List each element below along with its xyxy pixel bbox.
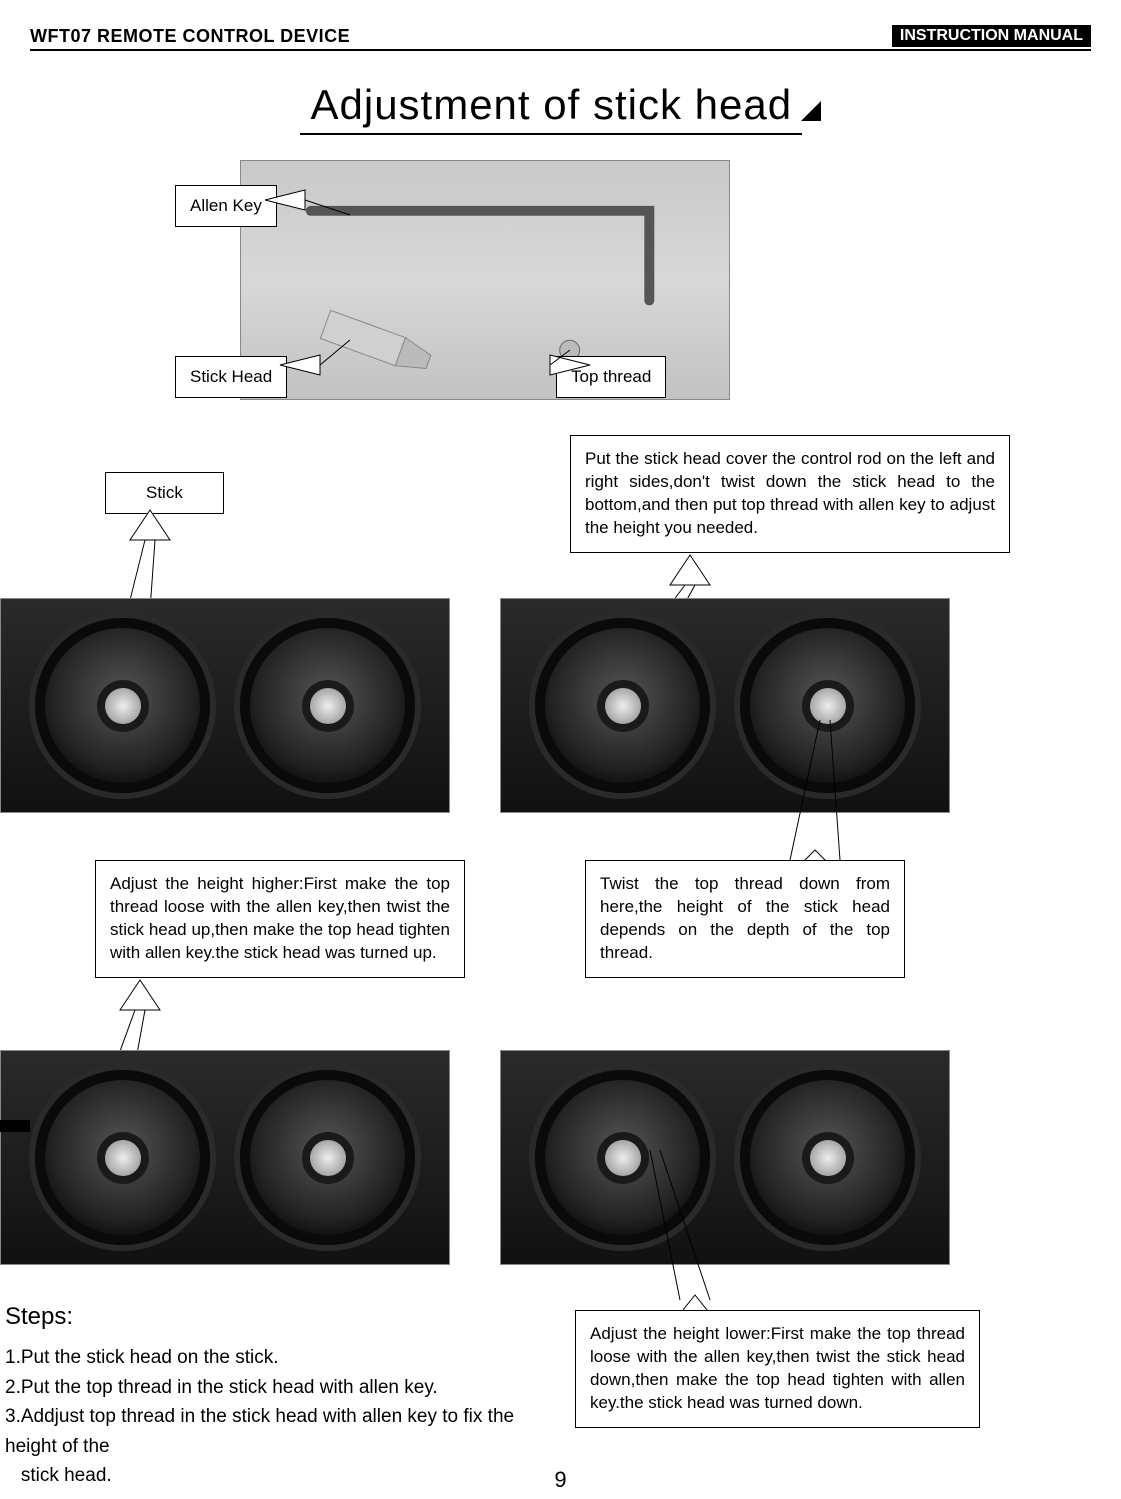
callout-adjust-higher: Adjust the height higher:First make the …	[95, 860, 465, 978]
pointer-adjust-lower	[640, 1150, 800, 1320]
header-left: WFT07 REMOTE CONTROL DEVICE	[30, 26, 350, 47]
header: WFT07 REMOTE CONTROL DEVICE INSTRUCTION …	[30, 25, 1091, 51]
callout-stick: Stick	[105, 472, 224, 514]
dial-icon	[240, 618, 415, 793]
pointer-top-thread	[530, 335, 590, 375]
dial-icon	[535, 618, 710, 793]
callout-allen-key: Allen Key	[175, 185, 277, 227]
steps-title: Steps:	[5, 1298, 565, 1335]
mark-icon	[0, 1120, 30, 1132]
title-triangle-icon	[801, 101, 821, 121]
gimbal-photo-3	[0, 1050, 450, 1265]
page-number: 9	[0, 1467, 1121, 1493]
gimbal-photo-1	[0, 598, 450, 813]
canvas: Allen Key Stick Head Top thread Stick Pu…	[30, 160, 1091, 1490]
step-1: 1.Put the stick head on the stick.	[5, 1343, 565, 1372]
callout-adjust-lower: Adjust the height lower:First make the t…	[575, 1310, 980, 1428]
callout-twist-top: Twist the top thread down from here,the …	[585, 860, 905, 978]
pointer-twist-top	[800, 720, 920, 870]
header-right: INSTRUCTION MANUAL	[892, 25, 1091, 47]
steps: Steps: 1.Put the stick head on the stick…	[5, 1298, 565, 1490]
step-3: 3.Addjust top thread in the stick head w…	[5, 1402, 565, 1461]
dial-icon	[35, 1070, 210, 1245]
dial-icon	[35, 618, 210, 793]
step-2: 2.Put the top thread in the stick head w…	[5, 1373, 565, 1402]
pointer-stick-head	[280, 335, 370, 375]
callout-put-cover: Put the stick head cover the control rod…	[570, 435, 1010, 553]
page-title: Adjustment of stick head	[300, 81, 802, 135]
callout-stick-head: Stick Head	[175, 356, 287, 398]
page-title-wrap: Adjustment of stick head	[30, 81, 1091, 135]
dial-icon	[240, 1070, 415, 1245]
pointer-allen-key	[265, 190, 355, 230]
